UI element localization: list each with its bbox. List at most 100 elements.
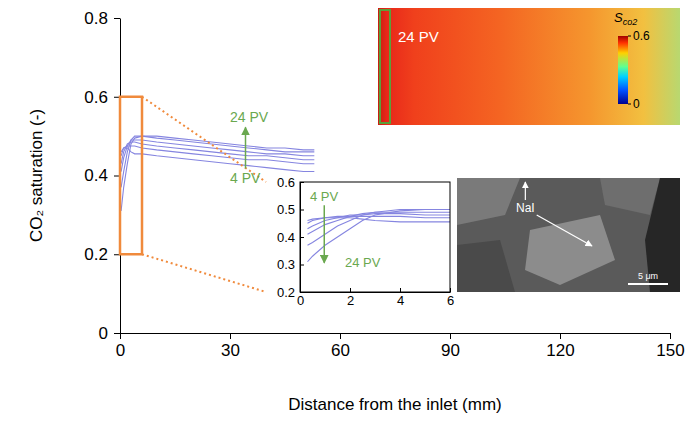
map-label: 24 PV	[398, 28, 439, 45]
annotation: 24 PV	[345, 255, 381, 270]
tick: 0.3	[277, 257, 304, 272]
tick-mark	[114, 18, 120, 19]
tick-mark	[400, 288, 401, 292]
tick-label: 0.4	[277, 230, 295, 245]
tick: 0.4	[277, 230, 304, 245]
tick-mark	[230, 333, 231, 339]
inset-background	[300, 182, 450, 292]
tick: 30	[221, 333, 240, 360]
tick: 90	[441, 333, 460, 360]
tick: 0.6	[84, 88, 120, 107]
sem-label: NaI	[516, 201, 535, 215]
tick: 0.2	[84, 245, 120, 264]
annotation: 24 PV	[230, 109, 269, 125]
sem-texture	[525, 215, 615, 285]
tick-mark	[350, 288, 351, 292]
tick: 0.6	[277, 175, 304, 190]
zoom-box	[120, 97, 142, 255]
tick-mark	[300, 292, 304, 293]
tick: 60	[331, 333, 350, 360]
tick-mark	[450, 288, 451, 292]
tick-mark	[300, 210, 304, 211]
tick-label: 0.3	[277, 257, 295, 272]
annotation: 4 PV	[310, 189, 339, 204]
annotation: 4 PV	[230, 170, 261, 186]
sem-texture	[600, 178, 660, 215]
tick-mark	[340, 333, 341, 339]
axis-line	[301, 292, 451, 293]
colorbar-tick	[628, 36, 631, 37]
annotation-arrow	[324, 205, 326, 263]
tick: 0	[116, 333, 125, 360]
tick-mark	[670, 333, 671, 339]
tick-label: 0	[116, 341, 125, 360]
inset-x-axis: 0 2 4 6	[297, 288, 454, 308]
saturation-map	[378, 8, 680, 125]
tick-label: 2	[347, 293, 354, 308]
scale-bar-label: 5 μm	[638, 271, 658, 281]
tick-label: 6	[447, 293, 454, 308]
tick: 6	[447, 288, 454, 308]
tick-mark	[560, 333, 561, 339]
tick-label: 0	[99, 324, 108, 343]
tick-mark	[450, 333, 451, 339]
colorbar	[618, 36, 628, 104]
tick: 0.8	[84, 9, 120, 28]
lines	[308, 210, 451, 262]
series-line	[121, 142, 314, 164]
tick: 120	[546, 333, 574, 360]
series-line	[308, 210, 451, 262]
lines	[121, 136, 314, 211]
tick-label: 4	[397, 293, 404, 308]
tick-mark	[114, 333, 120, 334]
sem-arrow	[525, 182, 526, 200]
tick: 0.5	[277, 202, 304, 217]
annotations: 4 PV 24 PV	[230, 109, 269, 186]
sem-texture	[457, 178, 520, 225]
tick-label: 0.6	[84, 88, 108, 107]
tick-label: 0.2	[84, 245, 108, 264]
colorbar-title-sub: co2	[623, 17, 638, 27]
colorbar-title-main: S	[614, 10, 623, 25]
sem-arrow	[537, 215, 592, 246]
x-axis-title: Distance from the inlet (mm)	[288, 395, 502, 414]
tick-label: 0.2	[277, 285, 295, 300]
tick-mark	[300, 265, 304, 266]
colorbar-tick-label: 0	[633, 97, 640, 111]
inset-frame	[300, 182, 450, 292]
series-line	[308, 214, 451, 229]
scale-bar	[628, 283, 668, 285]
tick-label: 0.8	[84, 9, 108, 28]
tick-mark	[120, 333, 121, 339]
tick: 150	[656, 333, 684, 360]
annotation-arrow	[245, 127, 247, 168]
annotations: 4 PV 24 PV	[310, 189, 381, 270]
tick-mark	[300, 182, 304, 183]
tick: 0.2	[277, 285, 304, 300]
tick: 4	[397, 288, 404, 308]
colorbar-title: Sco2	[614, 10, 637, 27]
tick-label: 0.5	[277, 202, 295, 217]
tick-label: 150	[656, 341, 684, 360]
sem-image	[457, 178, 680, 292]
y-axis: 0 0.2 0.4 0.6 0.8	[84, 9, 120, 343]
colorbar-tick	[628, 104, 631, 105]
tick: 0.4	[84, 166, 120, 185]
inset-y-axis: 0.2 0.3 0.4 0.5 0.6	[277, 175, 304, 300]
x-axis: 0 30 60 90 120 150	[116, 333, 685, 360]
tick: 0	[99, 324, 120, 343]
tick-label: 0.4	[84, 166, 108, 185]
tick-label: 90	[441, 341, 460, 360]
tick-label: 30	[221, 341, 240, 360]
tick-label: 60	[331, 341, 350, 360]
y-axis-title: CO₂ saturation (-)	[27, 109, 46, 242]
tick-label: 0	[297, 293, 304, 308]
inlet-highlight	[380, 10, 390, 123]
colorbar-tick-label: 0.6	[633, 29, 650, 43]
tick-mark	[300, 237, 304, 238]
sem-texture	[457, 240, 515, 292]
series-line	[308, 212, 451, 234]
series-line	[121, 136, 314, 211]
tick-label: 0.6	[277, 175, 295, 190]
zoom-connector	[142, 254, 266, 292]
